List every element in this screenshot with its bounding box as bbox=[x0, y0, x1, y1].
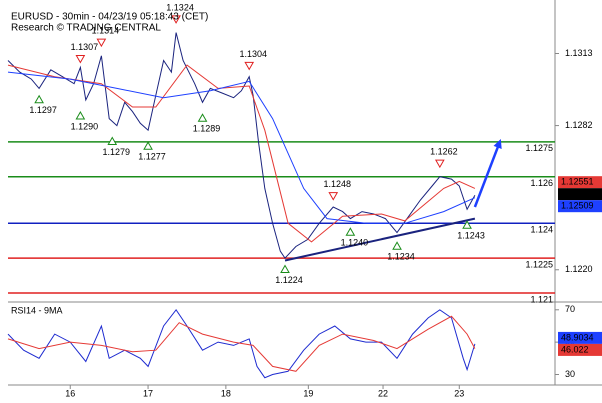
annotation-label: 1.1307 bbox=[71, 42, 99, 52]
last-value-box bbox=[558, 331, 602, 344]
high-marker bbox=[434, 159, 445, 169]
level-label: 1.121 bbox=[530, 294, 553, 304]
series-line bbox=[7, 315, 476, 372]
low-marker bbox=[345, 227, 356, 236]
annotation-label: 1.1224 bbox=[275, 275, 303, 285]
annotation-label: 1.1324 bbox=[166, 2, 194, 12]
low-marker bbox=[34, 94, 44, 104]
annotation-label: 1.1289 bbox=[193, 124, 221, 134]
last-value-label: 1.12509 bbox=[561, 201, 594, 211]
annotation-label: 1.1314 bbox=[92, 26, 120, 36]
annotation-label: 1.1262 bbox=[430, 146, 458, 156]
annotation-label: 1.1277 bbox=[138, 152, 166, 162]
last-value-box bbox=[558, 200, 602, 213]
annotation-label: 1.1248 bbox=[323, 179, 351, 189]
high-marker bbox=[75, 54, 86, 64]
low-marker bbox=[143, 141, 153, 150]
high-marker bbox=[328, 192, 339, 201]
annotation-label: 1.1240 bbox=[341, 238, 369, 248]
high-marker bbox=[244, 61, 255, 71]
x-tick-label: 18 bbox=[221, 388, 231, 398]
last-value-box bbox=[558, 176, 602, 189]
high-marker bbox=[171, 15, 181, 24]
low-marker bbox=[107, 136, 118, 146]
last-value-box bbox=[558, 343, 602, 356]
series-line bbox=[7, 71, 476, 224]
x-tick-label: 19 bbox=[303, 388, 313, 398]
level-label: 1.124 bbox=[530, 225, 553, 235]
level-label: 1.126 bbox=[530, 178, 553, 188]
x-tick-label: 17 bbox=[143, 388, 153, 398]
last-value-label: 48.9034 bbox=[561, 332, 594, 342]
series-line bbox=[7, 308, 476, 379]
x-tick-label: 16 bbox=[65, 388, 75, 398]
y-tick-label: 1.1282 bbox=[565, 120, 593, 130]
y-tick-label: 30 bbox=[565, 369, 575, 379]
level-label: 1.1275 bbox=[525, 143, 553, 153]
series-line bbox=[7, 64, 476, 243]
high-marker bbox=[96, 38, 107, 48]
forecast-arrow bbox=[473, 141, 501, 208]
y-tick-label: 1.1313 bbox=[565, 48, 593, 58]
annotation-label: 1.1243 bbox=[457, 231, 485, 241]
last-value-label: 46.022 bbox=[561, 344, 589, 354]
annotation-label: 1.1297 bbox=[29, 105, 57, 115]
trendline bbox=[284, 217, 476, 262]
level-label: 1.1225 bbox=[525, 260, 553, 270]
annotation-label: 1.1279 bbox=[102, 147, 130, 157]
annotation-label: 1.1304 bbox=[239, 49, 267, 59]
y-tick-label: 1.1220 bbox=[565, 264, 593, 274]
low-marker bbox=[462, 220, 472, 229]
x-tick-label: 22 bbox=[378, 388, 388, 398]
low-marker bbox=[197, 113, 208, 122]
last-value-box bbox=[558, 188, 602, 201]
chart-subtitle: Research © TRADING CENTRAL bbox=[11, 23, 161, 34]
annotation-label: 1.1234 bbox=[387, 252, 415, 262]
low-marker bbox=[392, 241, 402, 250]
y-tick-label: 70 bbox=[565, 304, 575, 314]
panel-title: RSI14 - 9MA bbox=[11, 305, 63, 315]
arrow-head bbox=[493, 139, 502, 150]
x-tick-label: 23 bbox=[454, 388, 464, 398]
chart-title: EURUSD - 30min - 04/23/19 05:18:43 (CET) bbox=[11, 12, 208, 23]
low-marker bbox=[75, 110, 86, 120]
annotation-label: 1.1290 bbox=[71, 121, 99, 131]
last-value-label: 1.12525 bbox=[561, 189, 594, 199]
last-value-label: 1.12551 bbox=[561, 177, 594, 187]
low-marker bbox=[280, 264, 290, 273]
